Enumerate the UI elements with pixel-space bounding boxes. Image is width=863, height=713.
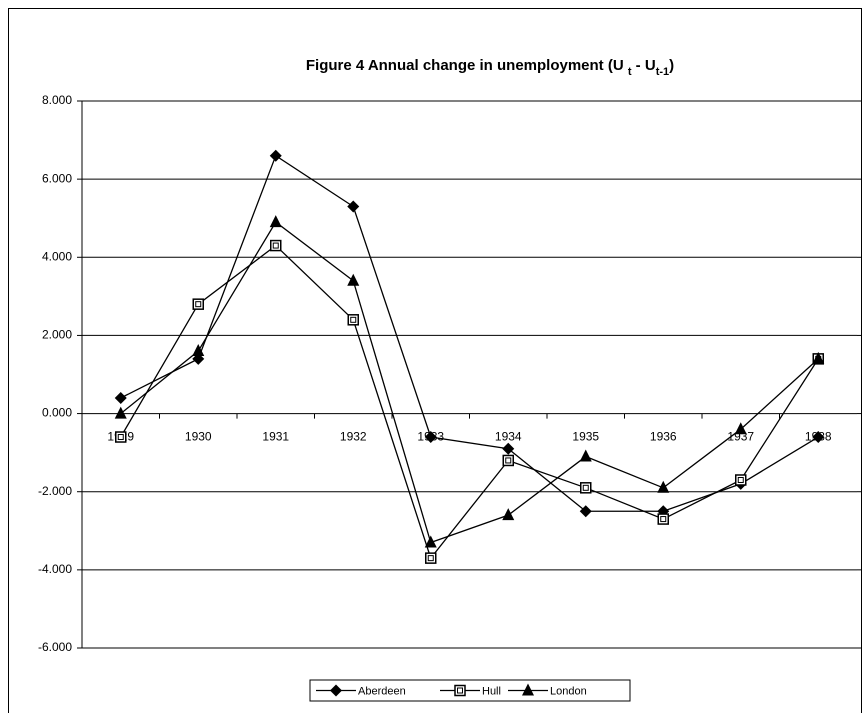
series-line [120, 221, 819, 544]
y-tick-label: 0.000 [42, 406, 72, 420]
chart-frame [8, 8, 862, 713]
data-point [502, 454, 514, 467]
data-point-inner [272, 242, 279, 249]
y-tick-label: 6.000 [42, 171, 72, 185]
data-point [115, 431, 127, 443]
data-point-inner [660, 516, 667, 523]
data-point [347, 314, 359, 326]
legend-label: London [550, 685, 587, 697]
title-part: - U [632, 57, 656, 74]
data-point-inner [737, 476, 744, 483]
legend-label: Aberdeen [358, 685, 406, 697]
legend-label: Hull [482, 685, 501, 697]
data-point [657, 513, 669, 525]
data-point-inner [195, 301, 202, 308]
y-tick-label: 4.000 [42, 249, 72, 263]
data-point [734, 422, 747, 435]
data-point [192, 344, 205, 357]
x-tick-label: 1932 [340, 430, 367, 444]
chart-title: Figure 4 Annual change in unemployment (… [306, 57, 674, 78]
x-tick-label: 1935 [572, 430, 599, 444]
y-tick-label: -6.000 [38, 640, 72, 654]
series-line [120, 244, 819, 560]
legend-marker [454, 684, 466, 697]
legend-marker [522, 683, 534, 696]
y-tick-label: 8.000 [42, 93, 72, 107]
data-point [580, 482, 592, 494]
title-part: ) [669, 57, 674, 74]
legend-marker-inner [457, 687, 463, 694]
x-tick-label: 1931 [262, 430, 289, 444]
legend-marker [330, 684, 342, 697]
y-tick-label: -2.000 [38, 484, 72, 498]
data-point [579, 505, 592, 518]
data-point [502, 508, 515, 521]
data-point [347, 200, 360, 213]
y-tick-label: 2.000 [42, 328, 72, 342]
data-point [424, 431, 437, 444]
data-point-inner [505, 457, 512, 464]
title-subscript: t [628, 66, 632, 78]
data-point-inner [350, 316, 357, 323]
data-point [735, 474, 747, 486]
series-line [120, 154, 819, 512]
data-point [812, 351, 825, 364]
x-tick-label: 1937 [727, 430, 754, 444]
data-point [502, 442, 515, 455]
data-point-inner [427, 555, 434, 562]
data-point [424, 535, 437, 548]
x-tick-label: 1934 [495, 430, 522, 444]
title-subscript: t-1 [656, 66, 669, 78]
data-point-inner [117, 434, 124, 441]
data-point [347, 273, 360, 286]
y-tick-label: -4.000 [38, 562, 72, 576]
x-tick-label: 1936 [650, 430, 677, 444]
data-point [269, 149, 282, 162]
data-point [192, 298, 204, 310]
data-point-inner [582, 484, 589, 491]
data-point [269, 215, 282, 228]
data-point [425, 552, 437, 564]
data-point [114, 406, 127, 419]
data-point [270, 239, 282, 252]
x-tick-label: 1930 [185, 430, 212, 444]
data-point [812, 431, 825, 444]
data-point [114, 391, 127, 404]
data-point [579, 449, 592, 462]
data-point [657, 480, 670, 493]
title-part: Figure 4 Annual change in unemployment (… [306, 57, 628, 74]
